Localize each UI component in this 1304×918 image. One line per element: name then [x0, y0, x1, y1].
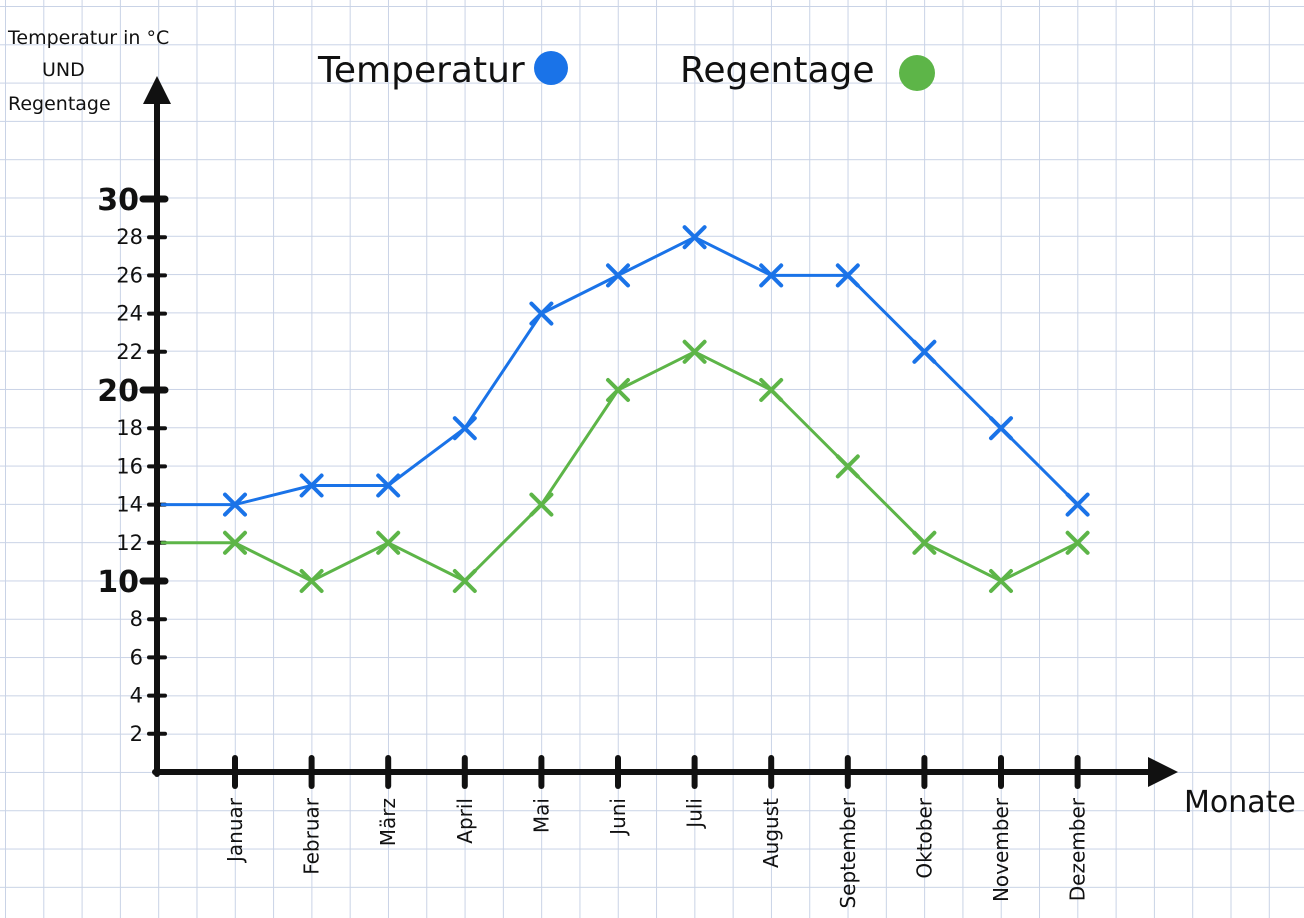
y-tick-label: 6	[130, 645, 143, 669]
y-tick-label: 28	[116, 225, 143, 249]
legend-label-temperatur: Temperatur	[317, 50, 525, 91]
y-tick-label: 22	[116, 340, 143, 364]
x-tick-label: November	[989, 797, 1013, 902]
data-point	[1068, 533, 1088, 553]
data-point	[685, 342, 705, 362]
data-point	[378, 533, 398, 553]
data-point	[685, 227, 705, 247]
data-point	[302, 571, 322, 591]
y-tick-label: 10	[97, 565, 139, 600]
x-tick-label: Mai	[529, 798, 553, 833]
x-tick-label: Juni	[606, 798, 630, 837]
x-axis-arrowhead	[1148, 757, 1178, 787]
x-tick-label: Januar	[223, 797, 247, 864]
data-point	[914, 533, 934, 553]
y-tick-label: 12	[116, 531, 143, 555]
data-point	[531, 304, 551, 324]
data-point	[991, 571, 1011, 591]
x-axis-label: Monate	[1184, 785, 1296, 820]
y-tick-label: 18	[116, 416, 143, 440]
data-point	[455, 418, 475, 438]
x-tick-label: September	[836, 797, 860, 908]
data-point	[914, 342, 934, 362]
x-tick-label: Oktober	[912, 797, 936, 878]
data-point	[608, 265, 628, 285]
data-point	[455, 571, 475, 591]
data-point	[838, 456, 858, 476]
y-axis-arrowhead	[143, 76, 171, 104]
x-tick-label: Juli	[683, 798, 707, 830]
legend: Temperatur Regentage	[317, 50, 935, 91]
x-tick-label: August	[759, 798, 783, 868]
x-tick-label: April	[453, 798, 477, 844]
data-point	[1068, 495, 1088, 515]
y-tick-label: 16	[116, 454, 143, 478]
legend-marker-temperatur	[534, 51, 568, 85]
y-tick-label: 4	[130, 684, 143, 708]
y-tick-label: 30	[97, 183, 139, 218]
y-tick-label: 8	[130, 607, 143, 631]
legend-label-regentage: Regentage	[680, 50, 875, 91]
y-tick-label: 14	[116, 493, 143, 517]
data-point	[991, 418, 1011, 438]
data-point	[531, 495, 551, 515]
x-tick-label: Dezember	[1066, 797, 1090, 901]
x-ticks: Januar Februar März April Mai Juni Juli August S…	[223, 758, 1090, 909]
ylabel-line-2: UND	[42, 59, 85, 81]
data-point	[608, 380, 628, 400]
x-tick-label: Februar	[300, 797, 324, 875]
y-tick-label: 24	[116, 302, 143, 326]
data-point	[761, 380, 781, 400]
ylabel-line-3: Regentage	[8, 93, 111, 115]
x-tick-label: März	[376, 798, 400, 846]
y-tick-label: 20	[97, 374, 139, 409]
axes	[143, 76, 1178, 787]
y-tick-label: 2	[130, 722, 143, 746]
legend-marker-regentage	[899, 55, 935, 91]
ylabel-line-1: Temperatur in °C	[7, 27, 169, 49]
series-layer	[162, 227, 1088, 591]
y-tick-label: 26	[116, 263, 143, 287]
